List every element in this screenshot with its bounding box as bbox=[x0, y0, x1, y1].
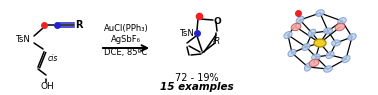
Text: TsN: TsN bbox=[16, 34, 31, 44]
Text: R: R bbox=[75, 20, 82, 30]
Ellipse shape bbox=[338, 18, 346, 24]
Ellipse shape bbox=[288, 50, 296, 56]
Ellipse shape bbox=[304, 64, 313, 70]
Ellipse shape bbox=[312, 53, 320, 61]
Ellipse shape bbox=[324, 66, 332, 72]
Text: iR: iR bbox=[213, 36, 221, 46]
Text: ....: .... bbox=[209, 38, 216, 42]
Ellipse shape bbox=[296, 16, 304, 24]
Ellipse shape bbox=[284, 31, 291, 39]
Ellipse shape bbox=[342, 55, 350, 63]
Ellipse shape bbox=[316, 10, 324, 16]
Ellipse shape bbox=[324, 27, 332, 35]
Ellipse shape bbox=[335, 23, 345, 31]
Text: TsN: TsN bbox=[180, 28, 195, 38]
Text: 15 examples: 15 examples bbox=[160, 82, 234, 92]
Text: OH: OH bbox=[40, 82, 54, 91]
Text: AgSbF₆: AgSbF₆ bbox=[111, 36, 141, 44]
Ellipse shape bbox=[309, 59, 319, 67]
Ellipse shape bbox=[302, 43, 310, 51]
Ellipse shape bbox=[308, 29, 316, 37]
Ellipse shape bbox=[291, 23, 301, 31]
Ellipse shape bbox=[326, 52, 335, 58]
Text: O: O bbox=[214, 17, 222, 25]
Text: DCE, 85ºC: DCE, 85ºC bbox=[104, 49, 148, 57]
Ellipse shape bbox=[332, 39, 340, 47]
Text: 72 - 19%: 72 - 19% bbox=[175, 73, 219, 83]
Text: AuCl(PPh₃): AuCl(PPh₃) bbox=[104, 25, 149, 34]
Text: cis: cis bbox=[48, 54, 58, 63]
Ellipse shape bbox=[314, 39, 326, 47]
Ellipse shape bbox=[348, 33, 356, 41]
